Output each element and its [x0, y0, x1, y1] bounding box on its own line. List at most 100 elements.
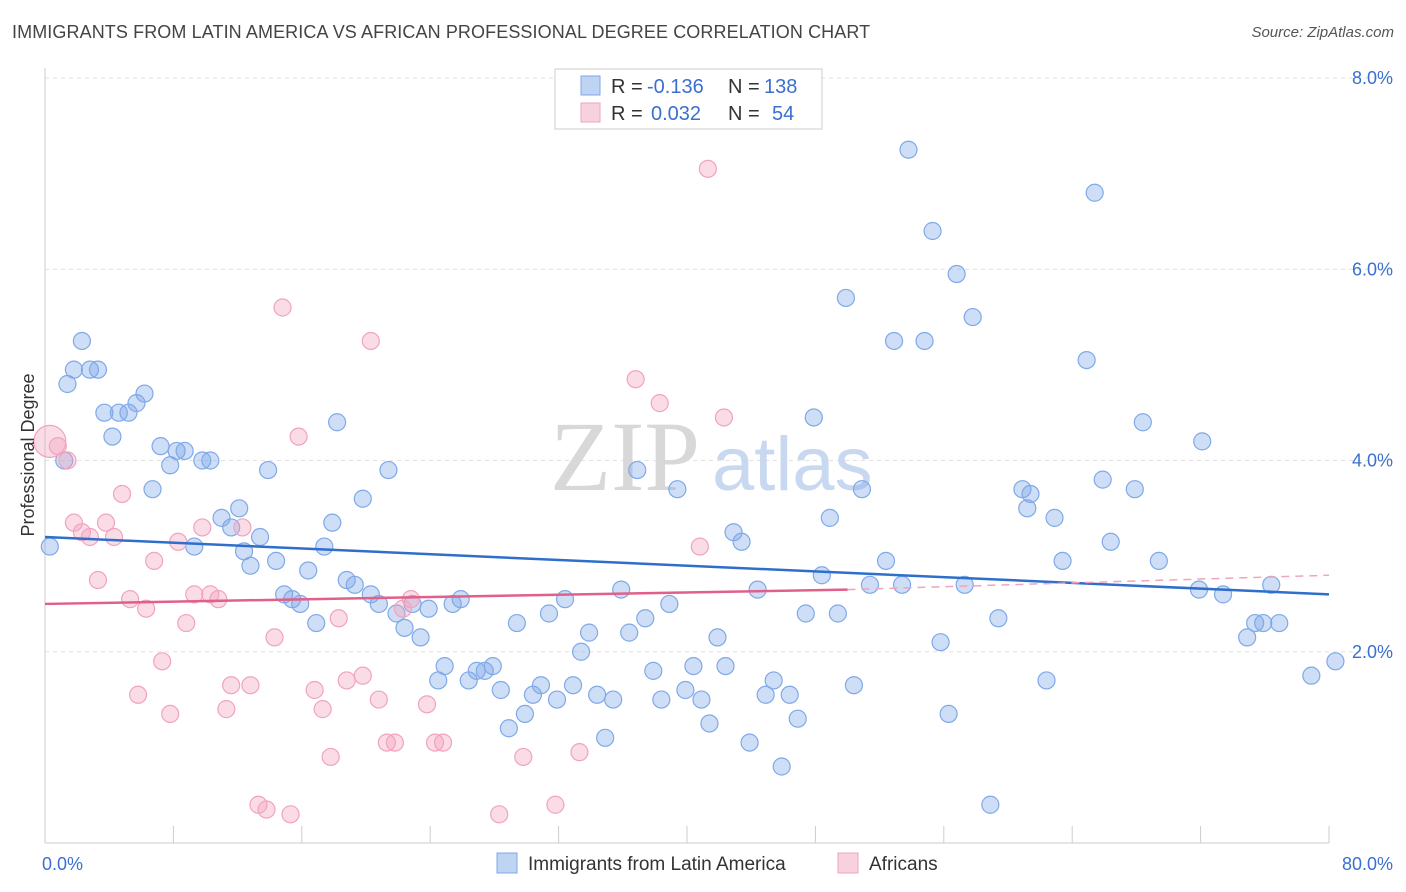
- point-africans: [265, 628, 284, 647]
- point-latin-america: [884, 331, 904, 351]
- point-latin-america: [1018, 499, 1037, 518]
- watermark-atlas: atlas: [712, 422, 873, 507]
- point-latin-america: [804, 408, 823, 427]
- point-africans: [58, 451, 77, 470]
- point-latin-america: [836, 288, 855, 308]
- point-latin-america: [579, 623, 599, 642]
- point-latin-america: [963, 307, 982, 327]
- trend-line-africans: [44, 588, 848, 606]
- point-latin-america: [1254, 613, 1273, 633]
- point-latin-america: [620, 623, 639, 642]
- point-latin-america: [291, 594, 310, 614]
- point-latin-america: [708, 628, 727, 647]
- point-latin-america: [151, 437, 170, 456]
- point-latin-america: [323, 513, 342, 532]
- point-latin-america: [555, 590, 575, 609]
- point-africans: [137, 599, 156, 618]
- point-africans: [690, 537, 709, 556]
- point-latin-america: [1193, 432, 1212, 451]
- point-africans: [417, 695, 437, 714]
- point-latin-america: [230, 499, 249, 518]
- point-latin-america: [299, 561, 318, 580]
- point-latin-america: [250, 527, 270, 547]
- point-africans: [401, 590, 421, 609]
- point-latin-america: [185, 537, 204, 556]
- y-tick-label: 4.0%: [1352, 451, 1393, 471]
- point-latin-america: [612, 580, 631, 599]
- point-africans: [257, 800, 276, 819]
- point-africans: [88, 570, 108, 590]
- point-latin-america: [353, 489, 372, 508]
- point-africans: [305, 680, 324, 700]
- point-latin-america: [644, 661, 663, 680]
- point-latin-america: [395, 618, 414, 637]
- point-africans: [209, 590, 228, 609]
- point-africans: [241, 676, 260, 695]
- point-latin-america: [939, 704, 958, 724]
- point-africans: [177, 613, 196, 633]
- legend-bottom-swatch-latin-america: [496, 852, 518, 874]
- point-africans: [650, 394, 669, 413]
- y-tick-label: 8.0%: [1352, 68, 1393, 88]
- trend-line-latin-america: [44, 535, 1330, 596]
- point-africans: [33, 424, 67, 458]
- point-africans: [193, 518, 212, 537]
- point-latin-america: [1326, 652, 1345, 671]
- point-africans: [353, 666, 372, 685]
- point-latin-america: [772, 757, 791, 776]
- point-latin-america: [668, 480, 687, 499]
- point-latin-america: [860, 575, 880, 594]
- point-latin-america: [1302, 666, 1321, 685]
- point-africans: [490, 805, 509, 824]
- point-latin-america: [915, 331, 934, 351]
- point-africans: [112, 484, 132, 504]
- point-latin-america: [499, 719, 518, 738]
- point-latin-america: [1053, 551, 1072, 571]
- point-latin-america: [828, 604, 847, 623]
- point-latin-america: [307, 613, 326, 633]
- point-latin-america: [955, 575, 974, 594]
- point-latin-america: [1021, 484, 1040, 504]
- trend-lines: [44, 535, 1330, 606]
- point-latin-america: [740, 733, 759, 752]
- point-latin-america: [684, 656, 703, 676]
- point-africans: [185, 585, 204, 604]
- point-latin-america: [40, 537, 59, 556]
- point-africans: [153, 652, 172, 671]
- point-latin-america: [345, 575, 364, 594]
- point-latin-america: [315, 537, 334, 556]
- point-latin-america: [103, 427, 122, 446]
- point-latin-america: [820, 508, 839, 527]
- legend-swatch-africans: [580, 102, 601, 123]
- point-africans: [385, 733, 404, 752]
- point-africans: [233, 518, 252, 537]
- point-latin-america: [652, 690, 671, 709]
- point-latin-america: [95, 403, 114, 422]
- point-latin-america: [64, 360, 83, 379]
- legend-n-value: 138: [764, 76, 797, 98]
- point-latin-america: [1149, 551, 1168, 571]
- point-africans: [128, 685, 148, 704]
- point-latin-america: [812, 566, 831, 585]
- point-latin-america: [604, 690, 623, 709]
- point-africans: [369, 690, 388, 709]
- point-latin-america: [596, 728, 615, 747]
- point-africans: [273, 298, 292, 317]
- axes: [44, 68, 1330, 844]
- point-latin-america: [175, 441, 194, 461]
- point-latin-america: [451, 590, 470, 609]
- point-africans: [321, 747, 340, 767]
- point-latin-america: [507, 613, 526, 633]
- point-latin-america: [700, 714, 719, 733]
- legend-swatch-latin-america: [580, 75, 601, 96]
- point-latin-america: [1133, 413, 1152, 432]
- point-latin-america: [947, 264, 966, 284]
- point-latin-america: [369, 594, 388, 614]
- point-africans: [337, 671, 356, 690]
- point-latin-america: [1238, 628, 1257, 647]
- point-africans: [222, 676, 241, 695]
- legend-n-label: N =: [728, 76, 760, 98]
- point-latin-america: [379, 460, 398, 480]
- point-africans: [145, 551, 164, 571]
- legend-r-value: 0.032: [651, 103, 701, 125]
